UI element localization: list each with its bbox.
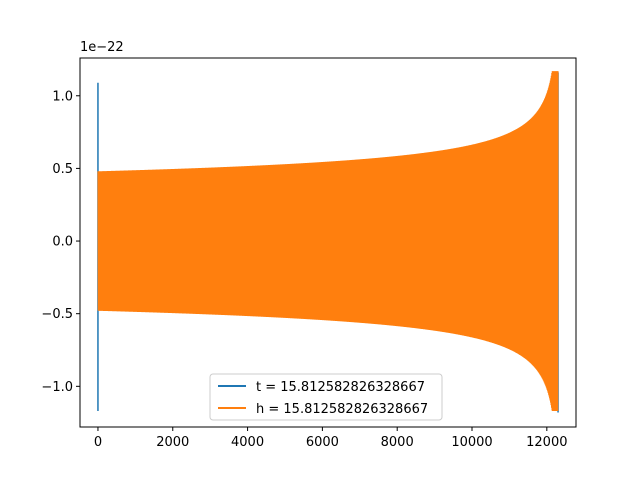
plot-frame [79,57,577,428]
plot-area [97,71,559,413]
x-tick-label: 6000 [306,435,339,450]
y-tick-label: −0.5 [41,307,73,322]
legend: t = 15.812582826328667 h = 15.8125828263… [209,373,443,421]
x-tick-label: 8000 [381,435,414,450]
y-axis: −1.0 −0.5 0.0 0.5 1.0 [41,89,80,395]
series-line-h [97,71,559,412]
y-offset-label: 1e−22 [80,40,124,55]
legend-label-t: t = 15.812582826328667 [256,380,425,395]
legend-box [209,373,443,421]
legend-label-h: h = 15.812582826328667 [256,402,428,417]
y-tick-label: 0.5 [52,162,73,177]
x-tick-label: 2000 [156,435,189,450]
y-tick-label: −1.0 [41,380,73,395]
x-tick-label: 12000 [526,435,567,450]
x-tick-label: 4000 [231,435,264,450]
x-axis: 0 2000 4000 6000 8000 10000 12000 [94,427,568,450]
x-tick-label: 10000 [451,435,492,450]
y-tick-label: 1.0 [52,89,73,104]
x-tick-label: 0 [94,435,102,450]
y-tick-label: 0.0 [52,235,73,250]
